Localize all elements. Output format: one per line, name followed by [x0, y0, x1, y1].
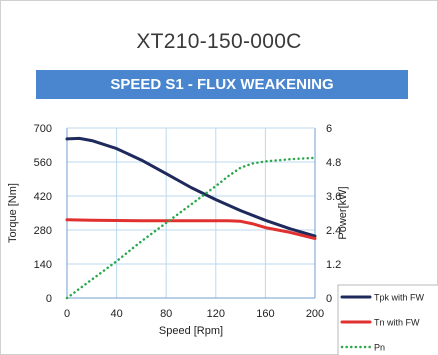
x-tick-label: 80 [160, 308, 172, 320]
x-tick-label: 160 [256, 308, 274, 320]
y-left-tick-label: 140 [34, 259, 52, 271]
y-right-tick-label: 1.2 [326, 259, 341, 271]
product-title: XT210-150-000C [136, 30, 302, 53]
y-right-tick-label: 0 [326, 293, 332, 305]
y-right-tick-label: 6 [326, 123, 332, 135]
legend-label: Tn with FW [374, 318, 420, 328]
chart-banner: SPEED S1 - FLUX WEAKENING [36, 70, 408, 99]
y-left-axis-title: Torque [Nm] [7, 183, 19, 243]
x-tick-label: 0 [64, 308, 70, 320]
series-line [65, 136, 317, 238]
series-line [65, 156, 317, 300]
y-right-tick-label: 3.6 [326, 191, 341, 203]
plot-area [67, 128, 315, 298]
series-line [65, 218, 317, 240]
y-right-axis-title: Power[kW] [337, 186, 349, 239]
x-tick-label: 200 [306, 308, 324, 320]
y-right-tick-label: 2.4 [326, 225, 341, 237]
y-left-tick-label: 700 [34, 123, 52, 135]
x-tick-label: 40 [110, 308, 122, 320]
x-tick-label: 120 [207, 308, 225, 320]
y-left-tick-label: 420 [34, 191, 52, 203]
y-left-tick-label: 0 [46, 293, 52, 305]
y-left-tick-label: 560 [34, 157, 52, 169]
y-right-tick-label: 4.8 [326, 157, 341, 169]
y-left-tick-label: 280 [34, 225, 52, 237]
x-axis-title: Speed [Rpm] [159, 325, 223, 337]
legend-label: Tpk with FW [374, 293, 425, 303]
legend-label: Pn [374, 343, 385, 353]
